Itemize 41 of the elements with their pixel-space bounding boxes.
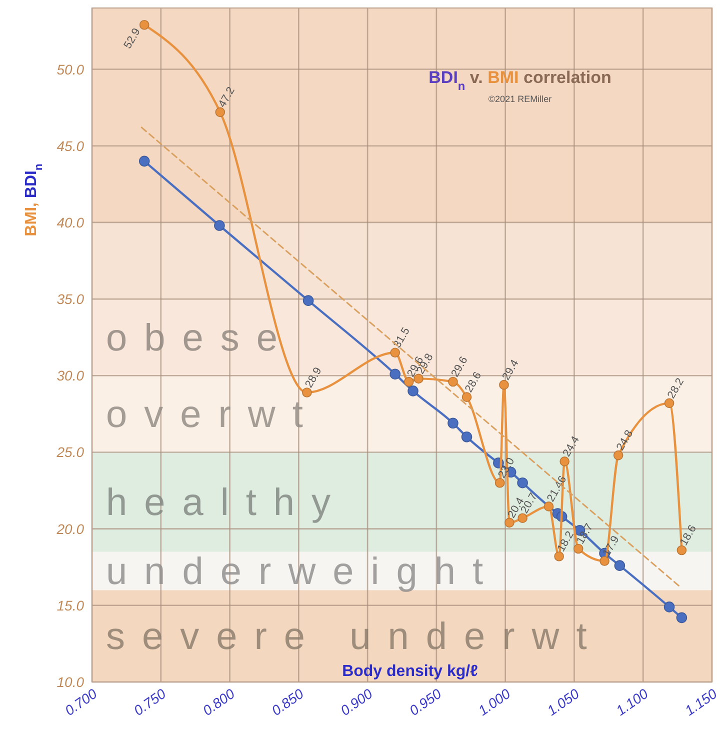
point	[517, 477, 528, 488]
point	[302, 295, 314, 306]
y-tick-label: 30.0	[56, 368, 84, 384]
point	[613, 450, 624, 460]
text: ©2021 REMiller	[488, 94, 552, 104]
point	[138, 156, 150, 167]
point	[554, 551, 564, 562]
y-tick-label: 25.0	[56, 444, 84, 460]
point	[215, 107, 226, 118]
point	[448, 376, 458, 387]
point	[573, 544, 584, 554]
point	[676, 612, 688, 624]
point	[448, 418, 458, 429]
point	[544, 502, 554, 512]
y-tick-label: 15.0	[56, 597, 84, 614]
x-axis-title: Body density kg/ℓ	[342, 663, 478, 680]
y-tick-label: 35.0	[56, 291, 84, 308]
point	[214, 220, 225, 231]
point	[408, 386, 418, 396]
point	[390, 368, 401, 380]
y-tick-label: 50.0	[56, 61, 84, 78]
text: BDI$_{n}$ v. BMI correlation	[428, 68, 612, 93]
point	[404, 376, 414, 387]
point	[676, 545, 687, 556]
point	[499, 380, 509, 390]
y-tick-label: 10.0	[56, 674, 84, 690]
y-tick-label: 45.0	[56, 138, 84, 154]
y-tick-label: 20.0	[56, 520, 84, 537]
band-label: severe underwt	[106, 616, 604, 658]
point	[664, 602, 675, 612]
point	[504, 518, 514, 528]
point	[139, 20, 150, 30]
point	[600, 556, 610, 566]
point	[494, 478, 505, 488]
point	[560, 456, 570, 466]
point	[390, 348, 400, 358]
point	[462, 392, 472, 402]
point	[461, 432, 472, 442]
point	[664, 398, 674, 408]
y-tick-label: 40.0	[56, 214, 84, 230]
point	[614, 560, 626, 571]
